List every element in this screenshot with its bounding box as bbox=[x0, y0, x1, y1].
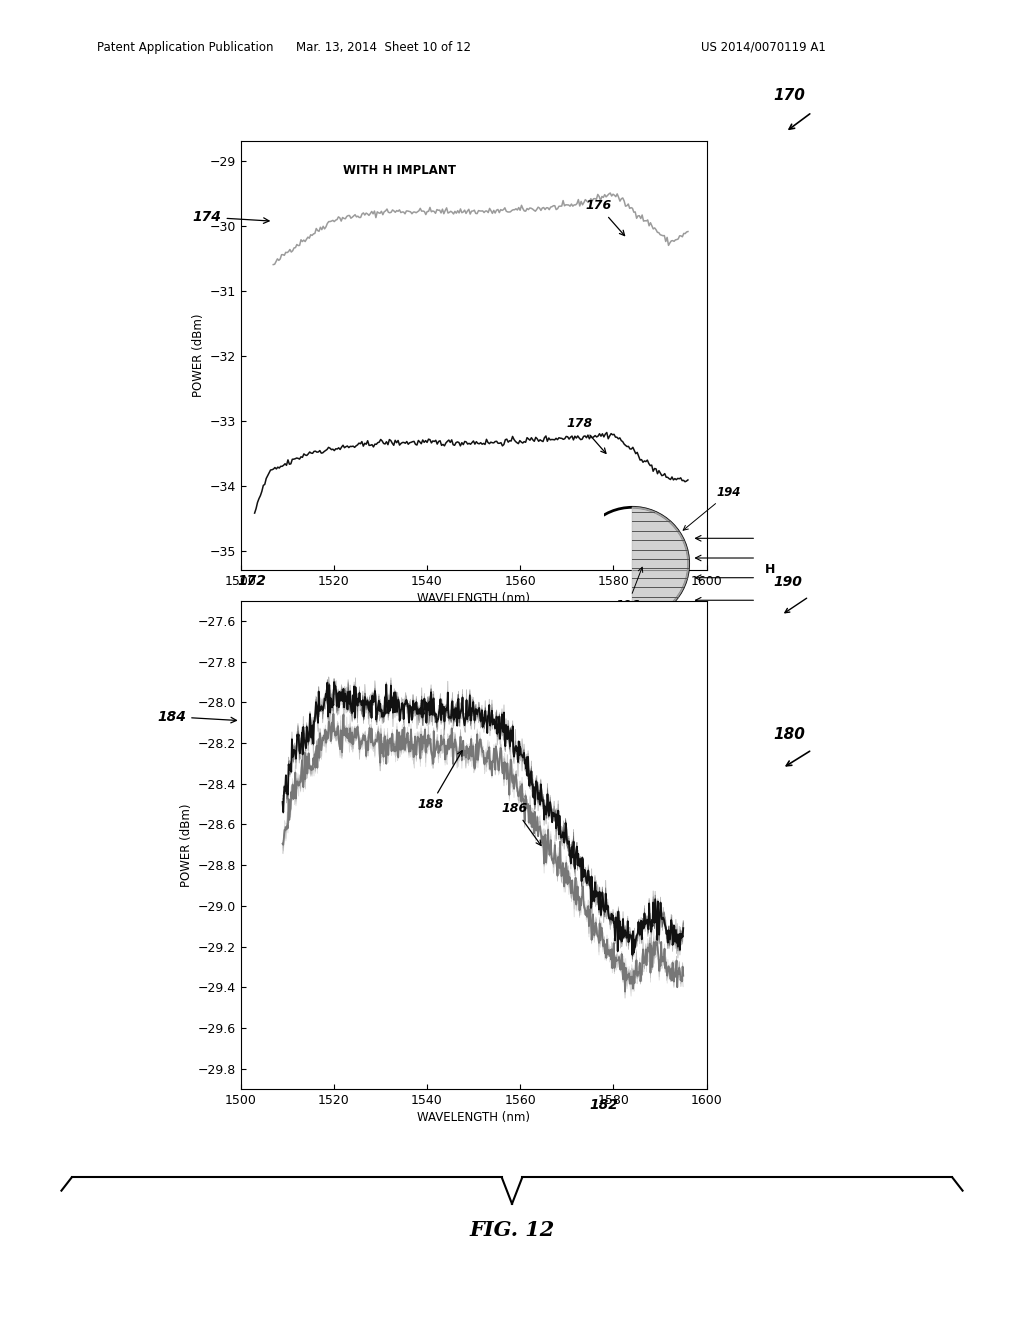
Text: 172: 172 bbox=[238, 574, 266, 587]
Text: 184: 184 bbox=[158, 710, 237, 723]
Text: 186: 186 bbox=[502, 803, 541, 846]
X-axis label: WAVELENGTH (nm): WAVELENGTH (nm) bbox=[417, 593, 530, 606]
Text: FIG. 12: FIG. 12 bbox=[469, 1220, 555, 1241]
Text: 196: 196 bbox=[615, 568, 643, 611]
Y-axis label: POWER (dBm): POWER (dBm) bbox=[193, 314, 205, 397]
Text: 176: 176 bbox=[586, 199, 625, 235]
Text: 182: 182 bbox=[590, 1098, 618, 1111]
Text: 170: 170 bbox=[773, 88, 805, 103]
Text: 188: 188 bbox=[418, 751, 462, 812]
Text: WITH H IMPLANT: WITH H IMPLANT bbox=[343, 164, 456, 177]
Text: 174: 174 bbox=[193, 210, 269, 224]
Text: 190: 190 bbox=[773, 576, 802, 589]
Text: 180: 180 bbox=[773, 727, 805, 742]
X-axis label: WAVELENGTH (nm): WAVELENGTH (nm) bbox=[417, 1111, 530, 1125]
Text: 178: 178 bbox=[566, 417, 606, 453]
Y-axis label: POWER (dBm): POWER (dBm) bbox=[180, 803, 194, 887]
Text: H: H bbox=[765, 562, 775, 576]
Text: US 2014/0070119 A1: US 2014/0070119 A1 bbox=[701, 41, 826, 54]
Polygon shape bbox=[632, 507, 688, 620]
Text: Mar. 13, 2014  Sheet 10 of 12: Mar. 13, 2014 Sheet 10 of 12 bbox=[297, 41, 471, 54]
Text: 194: 194 bbox=[683, 486, 741, 531]
Text: Patent Application Publication: Patent Application Publication bbox=[97, 41, 273, 54]
